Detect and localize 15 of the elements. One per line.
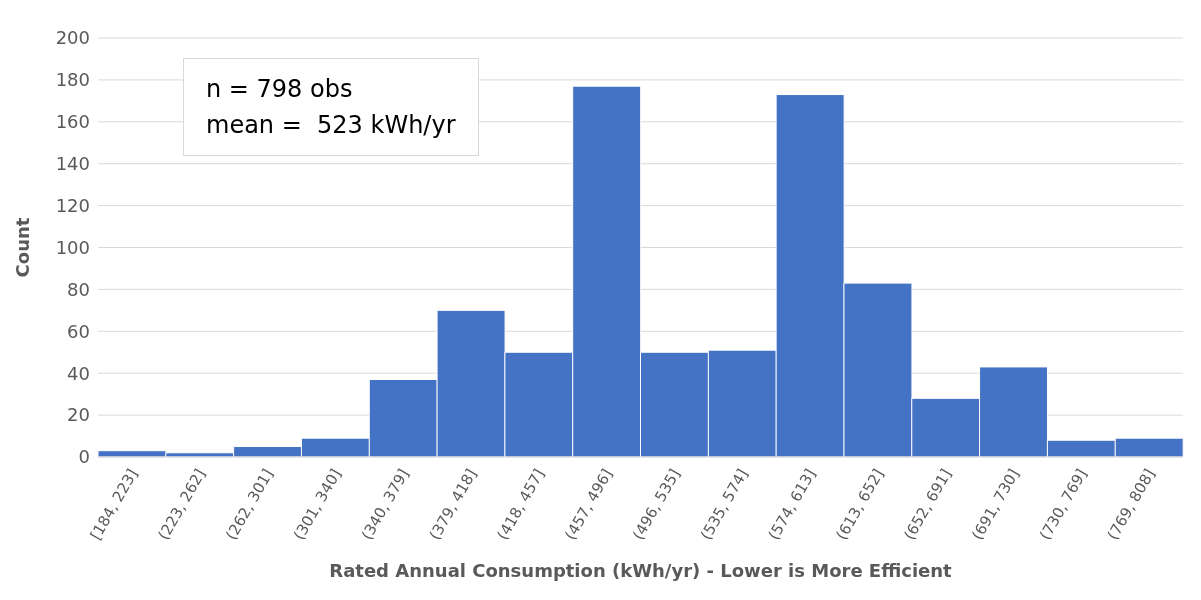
y-tick-label: 80 (67, 278, 90, 300)
annotation: n = 798 obs (206, 74, 354, 105)
y-tick-label: 60 (67, 320, 90, 342)
y-tick-label: 200 (55, 27, 90, 49)
y-tick-label: 100 (55, 236, 90, 258)
y-tick-label: 40 (67, 362, 90, 384)
y-tick-label: 140 (55, 153, 90, 175)
y-tick-label: 0 (78, 446, 90, 468)
y-tick-label: 180 (55, 69, 90, 91)
y-axis-title: Count (12, 217, 34, 278)
y-tick-label: 20 (67, 404, 90, 426)
y-tick-label: 120 (55, 194, 90, 216)
y-tick-label: 160 (55, 111, 90, 133)
x-axis-title: Rated Annual Consumption (kWh/yr) - Lower is More Efficient (329, 560, 953, 581)
annotation: mean = 523 kWh/yr (206, 110, 456, 141)
